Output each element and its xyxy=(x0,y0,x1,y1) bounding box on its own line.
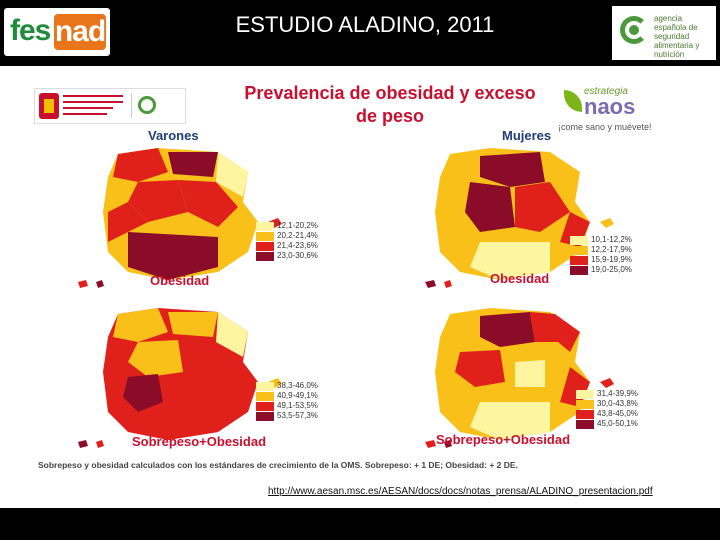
aesan-logo-icon xyxy=(620,16,648,44)
panel-title-female-overweight: Sobrepeso+Obesidad xyxy=(436,432,571,447)
slide-image: Prevalencia de obesidad y exceso de peso… xyxy=(20,70,700,480)
ministry-logo xyxy=(34,88,186,124)
title-bar: fes nad ESTUDIO ALADINO, 2011 agencia es… xyxy=(0,0,720,66)
male-label: Varones xyxy=(148,128,199,143)
map-female-obesity xyxy=(425,148,614,288)
panel-title-female-obesity: Obesidad xyxy=(490,271,550,286)
panel-title-male-obesity: Obesidad xyxy=(150,273,210,288)
footnote: Sobrepeso y obesidad calculados con los … xyxy=(38,460,518,470)
legend-male-obesity: 12,1-20,2% 20,2-21,4% 21,4-23,6% 23,0-30… xyxy=(256,221,336,262)
slide-header: Prevalencia de obesidad y exceso de peso… xyxy=(20,70,700,132)
fesnad-logo: fes nad xyxy=(4,8,110,56)
leaf-icon xyxy=(564,90,582,112)
map-female-overweight xyxy=(425,308,614,448)
bottom-bar xyxy=(0,508,720,540)
aesan-logo: agencia española de seguridad alimentari… xyxy=(612,6,716,60)
panel-title-male-overweight: Sobrepeso+Obesidad xyxy=(132,434,267,449)
legend-female-obesity: 10,1-12,2% 12,2-17,9% 15,9-19,9% 19,0-25… xyxy=(570,235,650,276)
source-link[interactable]: http://www.aesan.msc.es/AESAN/docs/docs/… xyxy=(268,486,653,497)
map-male-overweight xyxy=(78,308,282,448)
agency-mini-logo-icon xyxy=(138,96,156,114)
slide-title: ESTUDIO ALADINO, 2011 xyxy=(235,12,495,37)
figure-title: Prevalencia de obesidad y exceso de peso xyxy=(244,83,536,126)
female-label: Mujeres xyxy=(502,128,552,143)
legend-male-overweight: 38,3-46,0% 40,9-49,1% 49,1-53,5% 53,5-57… xyxy=(256,381,336,422)
naos-logo: estrategia naos ¡come sano y muévete! xyxy=(558,86,652,132)
legend-female-overweight: 31,4-39,9% 30,0-43,8% 43,8-45,0% 45,0-50… xyxy=(576,389,656,430)
map-male-obesity xyxy=(78,148,282,288)
